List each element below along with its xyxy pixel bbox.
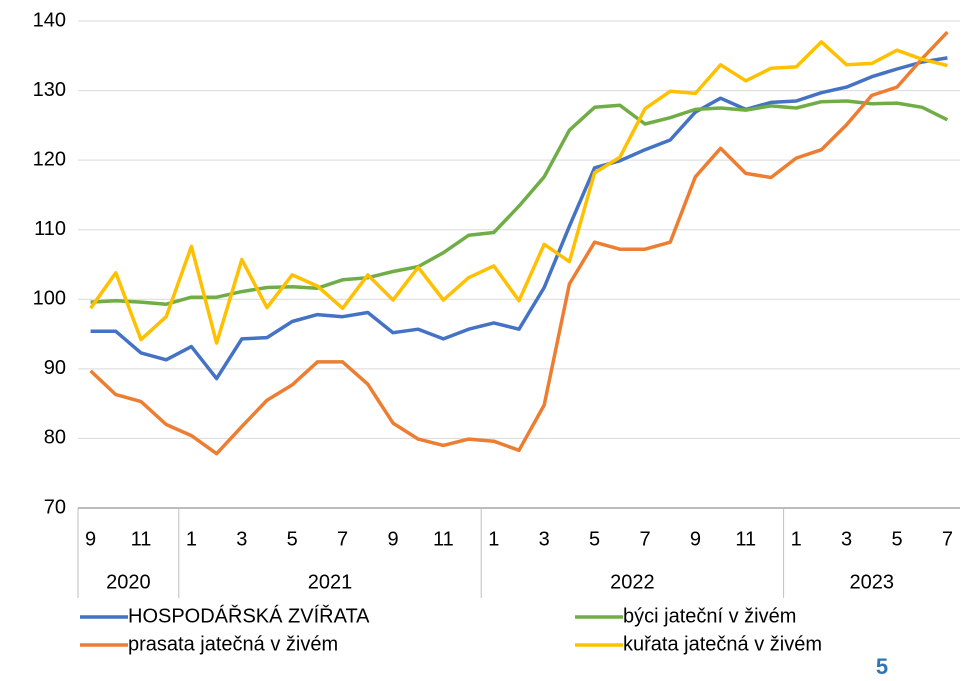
x-tick-label: 1 bbox=[186, 528, 197, 550]
line-series bbox=[89, 40, 948, 345]
x-tick-label: 9 bbox=[85, 528, 96, 550]
legend-label: HOSPODÁŘSKÁ ZVÍŘATA bbox=[128, 604, 370, 627]
x-tick-label: 3 bbox=[236, 528, 247, 550]
x-tick-label: 3 bbox=[539, 528, 550, 550]
x-tick-label: 5 bbox=[891, 528, 902, 550]
x-tick-label: 11 bbox=[433, 528, 454, 550]
year-label: 2023 bbox=[850, 571, 895, 593]
y-tick-label: 80 bbox=[44, 427, 66, 449]
x-tick-label: 3 bbox=[841, 528, 852, 550]
y-tick-label: 130 bbox=[33, 79, 66, 101]
x-tick-label: 1 bbox=[488, 528, 499, 550]
x-tick-label: 7 bbox=[942, 528, 953, 550]
x-tick-label: 9 bbox=[690, 528, 701, 550]
legend-label: býci jateční v živém bbox=[623, 605, 796, 627]
line-series bbox=[90, 99, 949, 306]
y-tick-label: 90 bbox=[44, 357, 66, 379]
x-tick-label: 5 bbox=[589, 528, 600, 550]
y-tick-label: 110 bbox=[34, 218, 66, 240]
line-series bbox=[89, 30, 949, 456]
x-tick-label: 11 bbox=[131, 528, 152, 550]
x-tick-label: 1 bbox=[791, 528, 802, 550]
year-label: 2022 bbox=[610, 571, 655, 593]
legend-label: kuřata jatečná v živém bbox=[623, 633, 822, 655]
x-tick-label: 5 bbox=[287, 528, 298, 550]
x-tick-label: 7 bbox=[639, 528, 650, 550]
year-label: 2021 bbox=[308, 571, 353, 593]
line-series bbox=[90, 56, 948, 381]
y-tick-label: 140 bbox=[33, 9, 66, 31]
legend-label: prasata jatečná v živém bbox=[128, 633, 338, 655]
x-tick-label: 11 bbox=[735, 528, 756, 550]
x-tick-label: 9 bbox=[387, 528, 398, 550]
year-label: 2020 bbox=[106, 571, 151, 593]
y-tick-label: 100 bbox=[33, 288, 66, 310]
x-tick-label: 7 bbox=[337, 528, 348, 550]
y-tick-label: 70 bbox=[44, 496, 66, 518]
y-tick-label: 120 bbox=[33, 148, 66, 170]
page-number: 5 bbox=[876, 654, 888, 679]
